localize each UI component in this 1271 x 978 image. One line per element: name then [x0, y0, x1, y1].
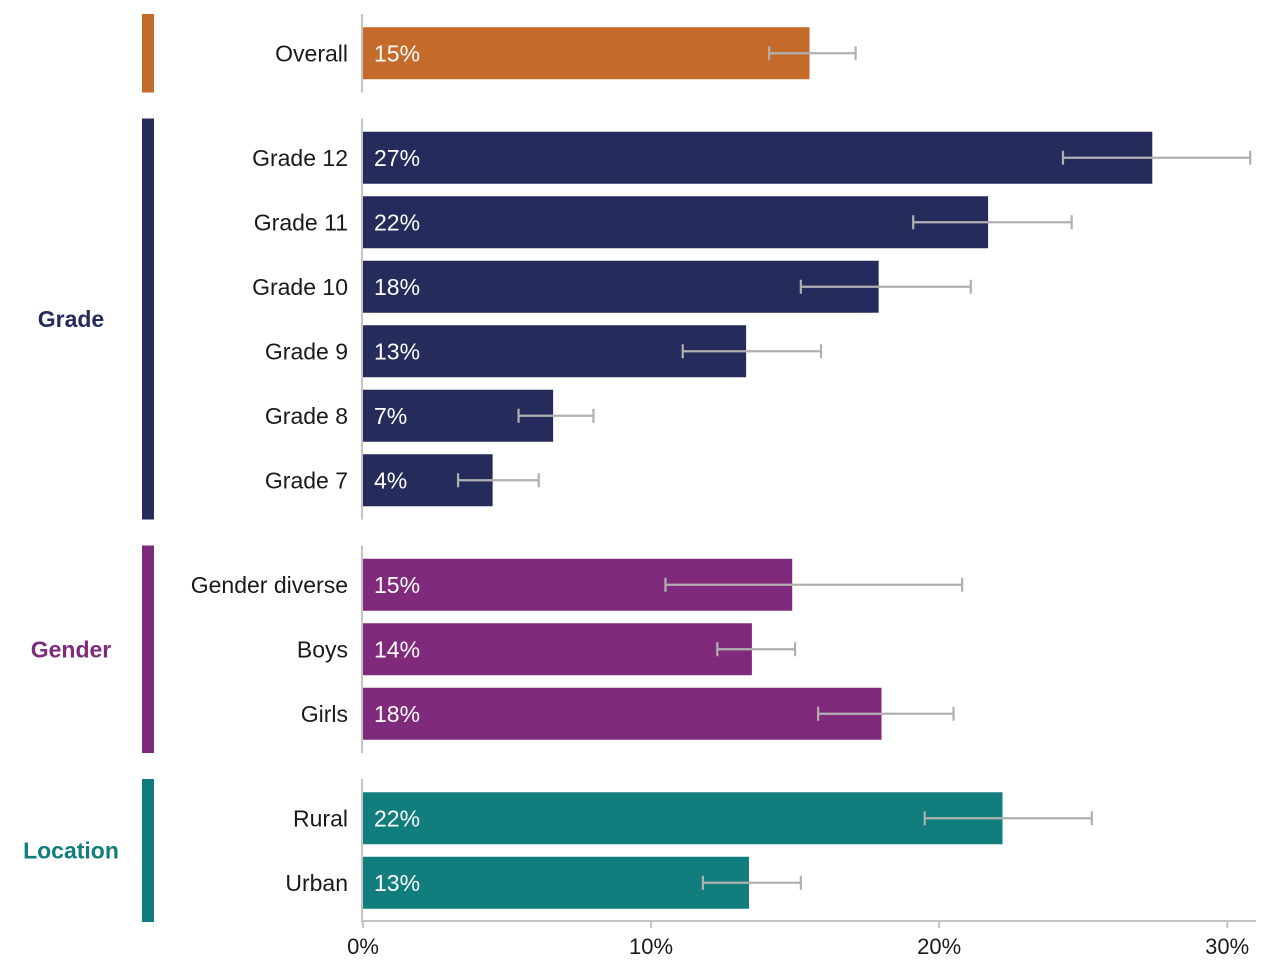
category-label: Girls — [301, 701, 348, 727]
group-label: Gender — [31, 636, 112, 662]
bar — [363, 623, 752, 676]
bar-value-label: 27% — [374, 145, 420, 171]
error-bar — [768, 46, 857, 61]
x-tick-label: 20% — [917, 934, 961, 959]
bar — [363, 27, 810, 80]
bar — [363, 131, 1153, 184]
category-label: Boys — [297, 636, 348, 662]
x-tick-label: 10% — [629, 934, 673, 959]
error-bar — [456, 473, 540, 488]
group-gender: Gender Gender diverse 15% Boys 14% Girls 18% — [31, 545, 964, 753]
group-strip — [142, 545, 154, 753]
category-label: Grade 8 — [265, 403, 348, 429]
bar-value-label: 14% — [374, 636, 420, 662]
group-strip — [142, 14, 154, 93]
group-label: Location — [23, 838, 119, 864]
bar-value-label: 18% — [374, 274, 420, 300]
error-bar — [517, 408, 595, 423]
error-bar — [799, 279, 972, 294]
category-label: Grade 9 — [265, 338, 348, 364]
category-label: Gender diverse — [191, 572, 348, 598]
bar-value-label: 18% — [374, 701, 420, 727]
bar-value-label: 13% — [374, 338, 420, 364]
bar-value-label: 13% — [374, 870, 420, 896]
category-label: Grade 12 — [252, 145, 348, 171]
error-bar — [817, 706, 955, 721]
error-bar — [1061, 150, 1252, 165]
group-label: Grade — [38, 306, 104, 332]
error-bar — [701, 875, 802, 890]
bar-value-label: 15% — [374, 40, 420, 66]
category-label: Urban — [285, 870, 348, 896]
bar — [363, 196, 989, 249]
x-tick-label: 30% — [1205, 934, 1249, 959]
category-label: Overall — [275, 40, 348, 66]
error-bar — [716, 642, 797, 657]
group-strip — [142, 118, 154, 520]
bar-value-label: 22% — [374, 209, 420, 235]
error-bar — [912, 215, 1073, 230]
error-bar — [664, 577, 964, 592]
bar — [363, 687, 882, 740]
bar — [363, 792, 1003, 845]
group-overall: Overall 15% — [142, 14, 857, 93]
bar-value-label: 7% — [374, 403, 407, 429]
group-location: Location Rural 22% Urban 13% — [23, 779, 1093, 922]
category-label: Grade 11 — [254, 209, 348, 235]
category-label: Grade 7 — [265, 467, 348, 493]
group-strip — [142, 779, 154, 922]
bar — [363, 856, 750, 909]
x-axis: 0% 10% 20% 30% — [347, 920, 1256, 959]
bar-value-label: 4% — [374, 467, 407, 493]
group-grade: Grade Grade 12 27% Grade 11 22% Grade 10 18% Gr… — [38, 118, 1252, 520]
error-bar — [681, 344, 823, 359]
bar-value-label: 22% — [374, 805, 420, 831]
x-tick-label: 0% — [347, 934, 379, 959]
bar — [363, 260, 879, 313]
bar-value-label: 15% — [374, 572, 420, 598]
category-label: Rural — [293, 805, 348, 831]
category-label: Grade 10 — [252, 274, 348, 300]
error-bar — [923, 811, 1093, 826]
